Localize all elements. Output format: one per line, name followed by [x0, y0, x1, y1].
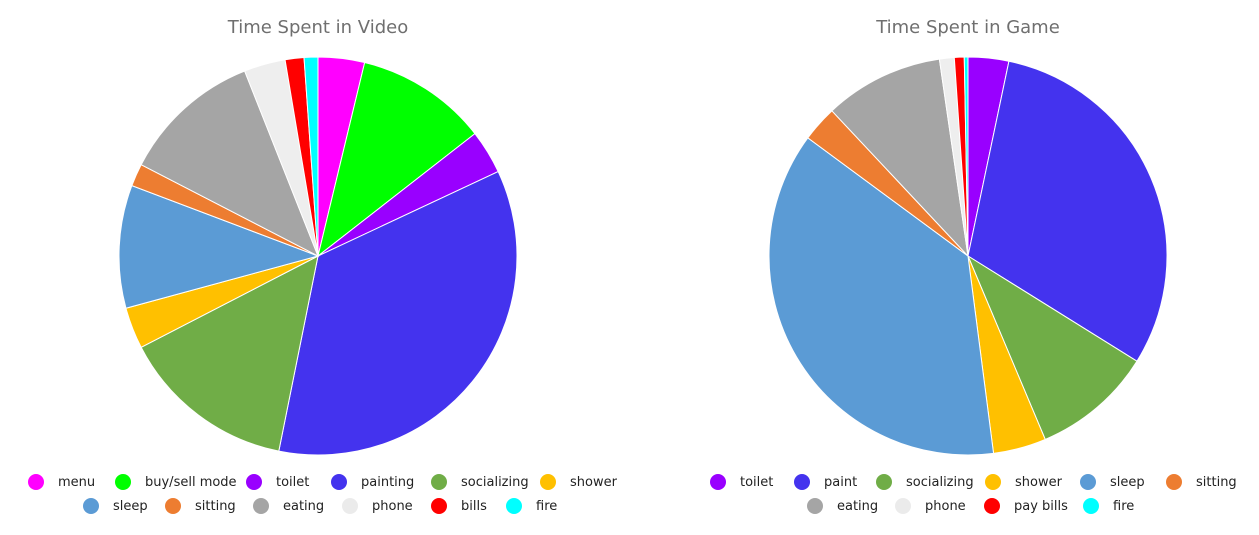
legend-swatch-icon: [246, 474, 262, 490]
pie-slice-eating: [831, 58, 969, 258]
legend-swatch-icon: [710, 474, 726, 490]
legend-label: socializing: [906, 474, 974, 490]
legend-item-sleep: sleep: [1080, 474, 1145, 490]
legend-label: phone: [925, 498, 966, 514]
legend-swatch-icon: [895, 498, 911, 514]
legend-item-shower: shower: [985, 474, 1062, 490]
pie-slice-sleep: [118, 184, 320, 309]
legend-label: shower: [570, 474, 617, 490]
legend-swatch-icon: [115, 474, 131, 490]
legend-swatch-icon: [431, 474, 447, 490]
legend-swatch-icon: [331, 474, 347, 490]
legend-swatch-icon: [984, 498, 1000, 514]
legend-swatch-icon: [1166, 474, 1182, 490]
legend-swatch-icon: [165, 498, 181, 514]
legend-swatch-icon: [794, 474, 810, 490]
legend-label: eating: [283, 498, 325, 514]
legend-swatch-icon: [985, 474, 1001, 490]
legend-swatch-icon: [540, 474, 556, 490]
pie-slice-paint: [967, 60, 1168, 362]
legend-item-bills: bills: [431, 498, 487, 514]
pie-slice-socializing: [966, 254, 1138, 441]
pie-slice-sleep: [768, 137, 995, 456]
chart-title-video: Time Spent in Video: [227, 17, 409, 38]
legend-label: toilet: [740, 474, 774, 490]
legend-label: shower: [1015, 474, 1062, 490]
legend-label: sleep: [113, 498, 148, 514]
legend-item-painting: painting: [331, 474, 414, 490]
legend-label: paint: [824, 474, 858, 490]
legend-label: eating: [837, 498, 879, 514]
legend-label: pay bills: [1014, 498, 1068, 514]
legend-item-sitting: sitting: [165, 498, 236, 514]
legend-item-fire: fire: [506, 498, 557, 514]
legend-item-buy-sell-mode: buy/sell mode: [115, 474, 237, 490]
legend-item-pay-bills: pay bills: [984, 498, 1068, 514]
legend-item-menu: menu: [28, 474, 95, 490]
legend-swatch-icon: [431, 498, 447, 514]
legend-item-socializing: socializing: [431, 474, 529, 490]
legend-item-shower: shower: [540, 474, 617, 490]
pie-slice-buy-sell-mode: [317, 61, 476, 258]
legend-item-sleep: sleep: [83, 498, 148, 514]
chart-title-game: Time Spent in Game: [876, 17, 1060, 38]
legend-label: bills: [461, 498, 487, 514]
legend-item-eating: eating: [807, 498, 878, 514]
pie-slice-fire: [303, 56, 319, 257]
legend-label: sleep: [1110, 474, 1145, 490]
legend-swatch-icon: [28, 474, 44, 490]
legend-item-eating: eating: [253, 498, 324, 514]
legend-item-toilet: toilet: [246, 474, 309, 490]
pie-chart-1: [768, 56, 1168, 456]
legend-label: fire: [536, 498, 558, 514]
legend-label: sitting: [195, 498, 236, 514]
legend-item-fire: fire: [1083, 498, 1134, 514]
legend-swatch-icon: [1080, 474, 1096, 490]
legend-label: phone: [372, 498, 413, 514]
legend-swatch-icon: [253, 498, 269, 514]
legend-item-phone: phone: [342, 498, 413, 514]
legend-item-paint: paint: [794, 474, 857, 490]
legend-label: toilet: [276, 474, 310, 490]
legend-label: buy/sell mode: [145, 474, 237, 490]
legend-swatch-icon: [876, 474, 892, 490]
legend-label: sitting: [1196, 474, 1237, 490]
legend-swatch-icon: [83, 498, 99, 514]
pie-slice-fire: [963, 56, 969, 257]
pie-slice-eating: [140, 70, 319, 258]
legend-label: painting: [361, 474, 415, 490]
pie-slice-socializing: [140, 255, 319, 452]
pie-slice-painting: [278, 170, 518, 456]
legend-swatch-icon: [1083, 498, 1099, 514]
legend-swatch-icon: [342, 498, 358, 514]
pie-chart-0: [118, 56, 518, 456]
legend-label: menu: [58, 474, 96, 490]
legend-item-socializing: socializing: [876, 474, 974, 490]
legend-swatch-icon: [807, 498, 823, 514]
legend-item-phone: phone: [895, 498, 966, 514]
legend-swatch-icon: [506, 498, 522, 514]
legend-label: socializing: [461, 474, 529, 490]
legend-item-toilet: toilet: [710, 474, 773, 490]
legend-item-sitting: sitting: [1166, 474, 1237, 490]
legend-label: fire: [1113, 498, 1135, 514]
